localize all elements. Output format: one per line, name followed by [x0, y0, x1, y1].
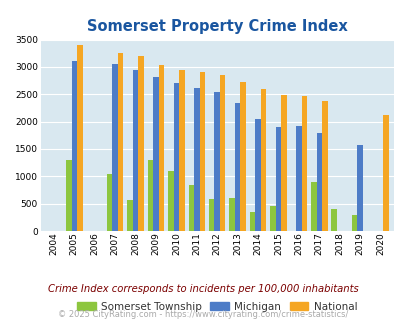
Bar — [173, 83, 179, 231]
Bar — [260, 89, 266, 231]
Bar — [194, 88, 199, 231]
Bar — [199, 72, 205, 231]
Bar — [229, 198, 234, 231]
Bar — [321, 101, 327, 231]
Bar — [168, 171, 173, 231]
Text: Crime Index corresponds to incidents per 100,000 inhabitants: Crime Index corresponds to incidents per… — [47, 284, 358, 294]
Bar — [382, 115, 388, 231]
Bar — [249, 212, 255, 231]
Title: Somerset Property Crime Index: Somerset Property Crime Index — [87, 19, 347, 34]
Bar — [310, 182, 316, 231]
Bar — [214, 92, 220, 231]
Bar — [179, 70, 184, 231]
Bar — [188, 185, 194, 231]
Bar — [158, 65, 164, 231]
Bar — [255, 119, 260, 231]
Bar — [147, 160, 153, 231]
Bar — [240, 82, 245, 231]
Bar — [351, 215, 356, 231]
Bar — [356, 145, 362, 231]
Bar — [127, 200, 132, 231]
Bar — [132, 70, 138, 231]
Bar — [330, 209, 336, 231]
Bar — [112, 64, 117, 231]
Bar — [117, 53, 123, 231]
Bar — [71, 61, 77, 231]
Bar — [138, 56, 143, 231]
Legend: Somerset Township, Michigan, National: Somerset Township, Michigan, National — [73, 297, 360, 316]
Bar — [316, 133, 321, 231]
Bar — [66, 160, 71, 231]
Bar — [270, 206, 275, 231]
Bar — [153, 77, 158, 231]
Bar — [77, 45, 82, 231]
Bar — [295, 126, 301, 231]
Bar — [234, 103, 240, 231]
Bar — [281, 95, 286, 231]
Bar — [275, 127, 281, 231]
Text: © 2025 CityRating.com - https://www.cityrating.com/crime-statistics/: © 2025 CityRating.com - https://www.city… — [58, 311, 347, 319]
Bar — [107, 174, 112, 231]
Bar — [220, 75, 225, 231]
Bar — [209, 199, 214, 231]
Bar — [301, 96, 307, 231]
